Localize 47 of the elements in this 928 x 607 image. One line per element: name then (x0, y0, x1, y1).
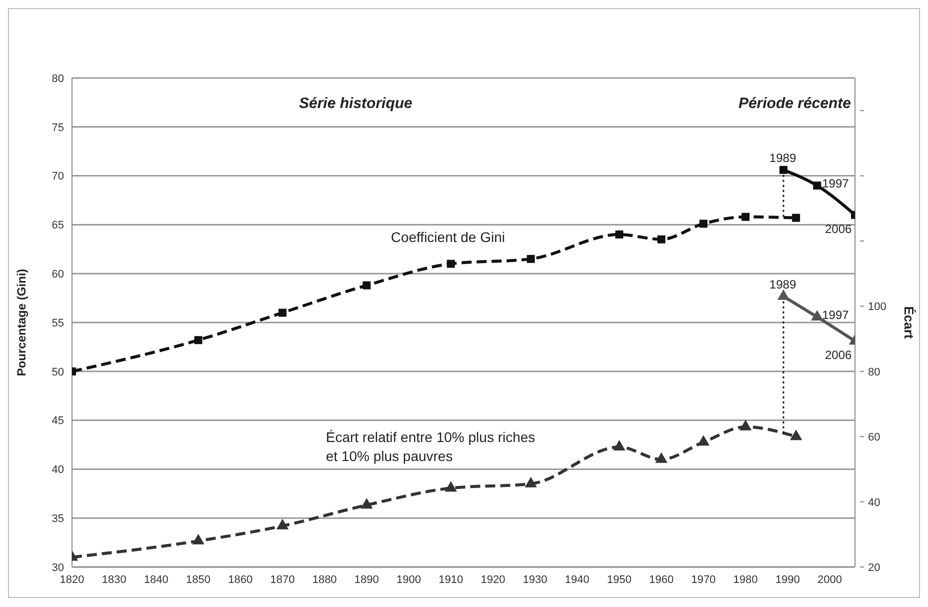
series-label: Écart relatif entre 10% plus riches et 10% plus pauvres (326, 429, 536, 464)
x-tick-label: 1900 (396, 574, 422, 586)
y2-tick-label: 60 (868, 432, 880, 444)
x-tick-label: 1860 (228, 574, 253, 586)
series-label: Coefficient de Gini (390, 228, 506, 245)
x-tick-label: 1890 (354, 574, 379, 586)
annotation: 1997 (822, 308, 850, 322)
x-tick-label: 1870 (270, 574, 295, 586)
x-tick-label: 1990 (775, 574, 800, 586)
y2-tick-label: 40 (868, 496, 880, 509)
y2-tick-label: 80 (868, 366, 880, 378)
x-tick-label: 1840 (144, 574, 168, 586)
y-tick-label: 35 (52, 513, 64, 526)
x-tick-label: 1880 (312, 574, 337, 586)
y2-tick-label: 100 (868, 301, 886, 314)
annotation: 1989 (769, 150, 796, 165)
x-tick-label: 1820 (60, 574, 84, 586)
annotation: 1997 (822, 176, 850, 191)
y-tick-label: 65 (52, 220, 64, 232)
x-tick-label: 2000 (818, 574, 842, 586)
y2-tick-label: 20 (868, 562, 880, 574)
x-tick-label: 1920 (480, 574, 506, 586)
y-tick-label: 80 (52, 72, 64, 85)
x-tick-label: 1850 (186, 574, 211, 586)
x-tick-label: 1910 (438, 574, 464, 586)
x-tick-label: 1940 (564, 574, 590, 586)
y-tick-label: 50 (52, 366, 64, 378)
x-tick-label: 1980 (733, 574, 758, 586)
y-tick-label: 30 (52, 562, 64, 574)
x-tick-label: 1930 (522, 574, 548, 586)
annotation: 1989 (769, 277, 796, 292)
y-tick-label: 70 (52, 170, 64, 183)
annotation: Série historique (299, 95, 412, 112)
x-tick-label: 1830 (102, 574, 126, 586)
y-tick-label: 75 (52, 122, 64, 134)
y-tick-label: 45 (52, 415, 64, 428)
x-tick-label: 1970 (691, 574, 716, 586)
y-tick-label: 40 (52, 464, 64, 476)
annotation: 2006 (825, 222, 852, 236)
y-tick-label: 60 (52, 268, 64, 281)
y2-axis-title: Écart (901, 306, 916, 340)
x-tick-label: 1950 (607, 574, 632, 586)
x-tick-label: 1960 (649, 574, 674, 586)
y-tick-label: 55 (52, 317, 64, 330)
annotation: 2006 (825, 348, 852, 362)
annotation: Période récente (738, 95, 851, 112)
y-axis-title: Pourcentage (Gini) (14, 268, 28, 376)
